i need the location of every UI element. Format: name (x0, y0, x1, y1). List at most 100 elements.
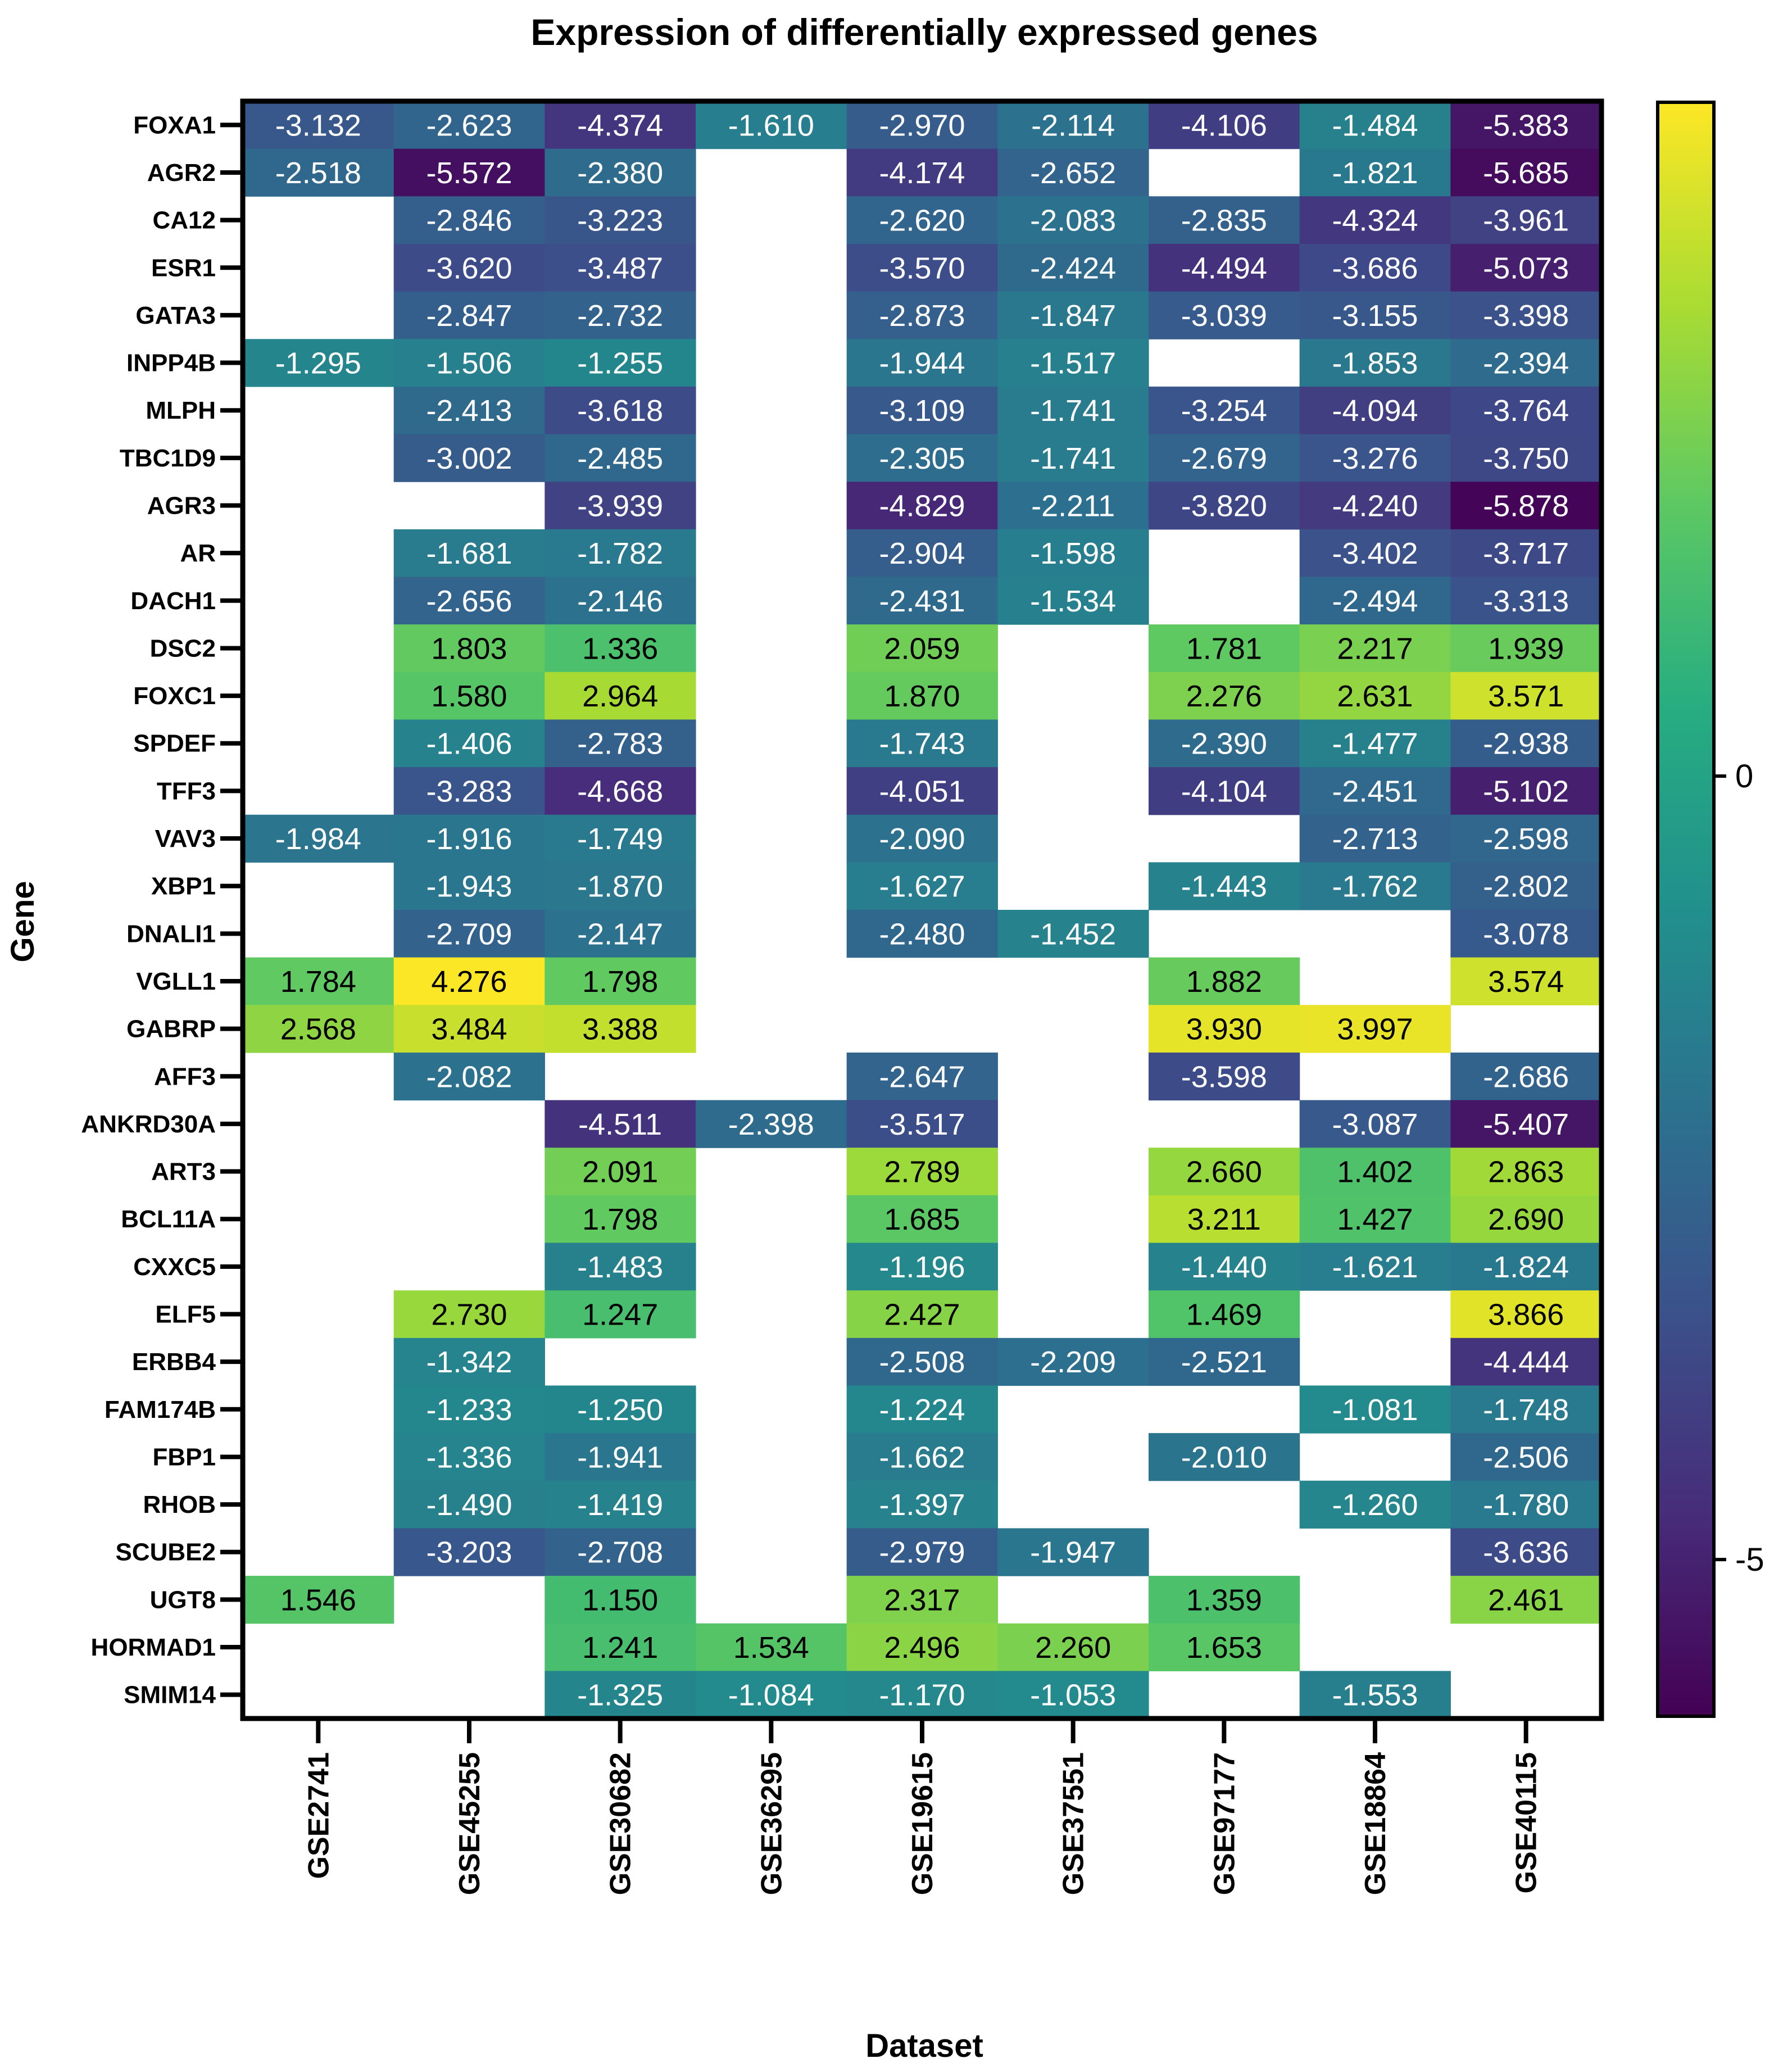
cell-value-label: -2.802 (1483, 870, 1569, 904)
cell-value-label: -3.078 (1483, 917, 1569, 951)
cell-value-label: -1.250 (577, 1393, 663, 1427)
heatmap-cell (696, 101, 847, 149)
heatmap-cell (545, 1528, 696, 1576)
heatmap-cell (1450, 434, 1602, 482)
heatmap-cell (545, 814, 696, 863)
y-tick-label: FAM174B (105, 1396, 216, 1423)
cell-value-label: -1.483 (577, 1250, 663, 1284)
heatmap-cell (696, 1100, 847, 1148)
heatmap-cell (1299, 339, 1451, 387)
heatmap-cell (997, 434, 1149, 482)
colorbar-tick-label: 0 (1735, 758, 1753, 795)
cell-value-label: -1.610 (728, 108, 814, 142)
heatmap-cell (1450, 243, 1602, 292)
heatmap-cell (846, 814, 998, 863)
heatmap-cell (1450, 672, 1602, 720)
x-tick-label: GSE40115 (1510, 1752, 1543, 1894)
y-tick-label: FBP1 (153, 1443, 216, 1471)
cell-value-label: -3.820 (1181, 489, 1267, 523)
heatmap-cell (545, 196, 696, 244)
cell-value-label: -2.506 (1483, 1440, 1569, 1474)
heatmap-cell (1450, 1337, 1602, 1386)
heatmap-cell (1299, 814, 1451, 863)
y-tick-label: VAV3 (155, 825, 216, 853)
cell-value-label: 1.534 (733, 1631, 809, 1665)
cell-value-label: -1.780 (1483, 1488, 1569, 1522)
heatmap-cell (545, 1100, 696, 1148)
heatmap-cell (1149, 957, 1300, 1005)
cell-value-label: -2.686 (1483, 1060, 1569, 1094)
y-axis-title: Gene (4, 881, 41, 962)
heatmap-cell (997, 148, 1149, 197)
cell-value-label: -1.196 (879, 1250, 965, 1284)
y-tick-label: DACH1 (130, 587, 216, 615)
cell-value-label: -1.255 (577, 347, 663, 380)
heatmap-cell (1450, 1480, 1602, 1529)
cell-value-label: -2.970 (879, 108, 965, 142)
heatmap-cell (1149, 1433, 1300, 1481)
heatmap-cell (393, 291, 545, 339)
heatmap-cell (1299, 291, 1451, 339)
cell-value-label: -1.743 (879, 727, 965, 761)
cell-value-label: -2.398 (728, 1108, 814, 1141)
heatmap-cell (545, 624, 696, 673)
cell-value-label: -2.431 (879, 584, 965, 618)
heatmap-cell (545, 719, 696, 768)
y-tick-label: AGR3 (147, 492, 216, 520)
heatmap-cell (1149, 1337, 1300, 1386)
cell-value-label: 3.866 (1488, 1298, 1564, 1332)
heatmap-cell (1149, 719, 1300, 768)
heatmap-cell (545, 672, 696, 720)
y-tick-label: AR (180, 539, 216, 567)
cell-value-label: -1.452 (1030, 917, 1116, 951)
heatmap-cell (846, 1195, 998, 1244)
cell-value-label: 3.574 (1488, 965, 1564, 999)
heatmap-cell (846, 101, 998, 149)
cell-value-label: 1.798 (582, 1203, 658, 1236)
heatmap-cell (997, 529, 1149, 578)
heatmap-cell (1299, 386, 1451, 435)
cell-value-label: -4.104 (1181, 774, 1267, 808)
cell-value-label: -3.132 (275, 108, 361, 142)
heatmap-cell (1299, 672, 1451, 720)
x-tick-label: GSE19615 (906, 1752, 939, 1895)
heatmap-cell (1450, 1290, 1602, 1339)
cell-value-label: -3.313 (1483, 584, 1569, 618)
cell-value-label: -1.944 (879, 347, 965, 380)
heatmap-cell (545, 910, 696, 958)
y-axis: FOXA1 AGR2 CA12 ESR1 GATA3 INPP4B MLPH TBC1D9 AG… (81, 111, 243, 1709)
cell-value-label: 2.568 (280, 1013, 356, 1046)
heatmap-cell (846, 291, 998, 339)
x-tick-label: GSE36295 (755, 1752, 788, 1895)
heatmap-cell (1299, 1005, 1451, 1053)
cell-value-label: -1.984 (275, 822, 361, 856)
heatmap-cell (1149, 1005, 1300, 1053)
y-tick-label: DSC2 (150, 634, 216, 662)
y-tick-label: ESR1 (151, 254, 216, 282)
heatmap-cell (545, 1623, 696, 1671)
heatmap-cell (1450, 1100, 1602, 1148)
cell-value-label: 3.211 (1187, 1203, 1261, 1236)
heatmap-cell (393, 1052, 545, 1101)
cell-value-label: 1.427 (1337, 1203, 1413, 1236)
cell-value-label: -2.380 (577, 156, 663, 190)
cell-value-label: 1.336 (582, 632, 658, 665)
cell-value-label: -3.002 (426, 442, 512, 475)
cell-value-label: 1.803 (431, 632, 507, 665)
heatmap-cell (997, 1337, 1149, 1386)
heatmap-cell (393, 577, 545, 625)
heatmap-cell (545, 386, 696, 435)
heatmap-cell (696, 1671, 847, 1719)
cell-value-label: 2.964 (582, 679, 658, 713)
cell-value-label: -2.783 (577, 727, 663, 761)
cell-value-label: 1.241 (582, 1631, 658, 1665)
heatmap-cell (1450, 814, 1602, 863)
heatmap-cell (545, 957, 696, 1005)
heatmap-cell (846, 1337, 998, 1386)
cell-value-label: -2.485 (577, 442, 663, 475)
heatmap-cell (1149, 1243, 1300, 1291)
heatmap-cell (1450, 101, 1602, 149)
heatmap-cell (846, 1671, 998, 1719)
cell-value-label: 2.631 (1337, 679, 1413, 713)
cell-value-label: -2.451 (1332, 774, 1418, 808)
